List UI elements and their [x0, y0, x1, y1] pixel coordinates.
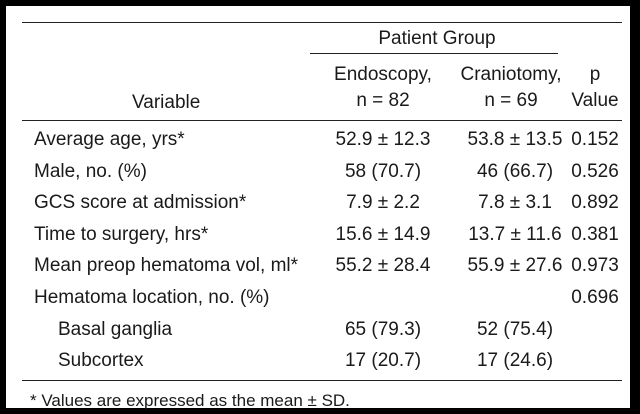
endoscopy-header-line1: Endoscopy,	[334, 64, 432, 85]
craniotomy-cell: 13.7 ± 11.6	[468, 223, 562, 245]
patient-group-header: Patient Group	[378, 28, 496, 49]
craniotomy-header-line2: n = 69	[484, 90, 538, 111]
bottom-rule	[22, 380, 622, 381]
p-value-cell: 0.892	[571, 192, 619, 214]
variable-cell: Hematoma location, no. (%)	[34, 287, 270, 308]
p-value-cell: 0.526	[571, 160, 619, 182]
variable-cell: Time to surgery, hrs*	[34, 223, 209, 245]
endoscopy-cell: 55.2 ± 28.4	[335, 255, 431, 277]
group-underline	[310, 53, 558, 54]
endoscopy-header-line2: n = 82	[356, 90, 410, 111]
header-rule	[22, 120, 622, 121]
table-row: Hematoma location, no. (%) 0.696	[22, 282, 622, 314]
craniotomy-cell: 46 (66.7)	[476, 160, 554, 182]
craniotomy-cell: 17 (24.6)	[476, 350, 554, 372]
variable-cell: Basal ganglia	[58, 318, 173, 340]
endoscopy-cell: 52.9 ± 12.3	[335, 129, 431, 150]
endoscopy-cell: 7.9 ± 2.2	[346, 192, 420, 214]
endoscopy-cell: 65 (79.3)	[344, 318, 422, 340]
variable-cell: GCS score at admission*	[34, 192, 247, 214]
table-row: Basal ganglia 65 (79.3) 52 (75.4)	[22, 314, 622, 346]
endoscopy-cell: 15.6 ± 14.9	[335, 223, 431, 245]
top-rule	[22, 22, 622, 23]
craniotomy-cell: 55.9 ± 27.6	[467, 255, 563, 277]
variable-cell: Mean preop hematoma vol, ml*	[34, 255, 299, 277]
table-body: Average age, yrs* 52.9 ± 12.3 53.8 ± 13.5 0…	[22, 124, 622, 384]
table-row: Male, no. (%) 58 (70.7) 46 (66.7) 0.526	[22, 156, 622, 188]
table-row: Average age, yrs* 52.9 ± 12.3 53.8 ± 13.5 0…	[22, 124, 622, 156]
variable-header: Variable	[132, 92, 201, 113]
table-frame: Patient Group Variable Endoscopy, n = 82…	[4, 4, 632, 410]
table-row: Mean preop hematoma vol, ml* 55.2 ± 28.4 5…	[22, 250, 622, 282]
craniotomy-header-line1: Craniotomy,	[460, 64, 562, 85]
table-row: GCS score at admission* 7.9 ± 2.2 7.8 ± 3.…	[22, 187, 622, 219]
craniotomy-cell: 52 (75.4)	[476, 318, 554, 340]
p-value-cell: 0.152	[571, 129, 619, 150]
craniotomy-cell: 7.8 ± 3.1	[478, 192, 552, 214]
table-row: Time to surgery, hrs* 15.6 ± 14.9 13.7 ± 1…	[22, 219, 622, 251]
p-value-cell: 0.696	[571, 287, 619, 308]
variable-cell: Average age, yrs*	[34, 129, 185, 150]
craniotomy-cell: 53.8 ± 13.5	[467, 129, 563, 150]
p-value-cell: 0.381	[571, 223, 619, 245]
footnote: * Values are expressed as the mean ± SD.	[30, 391, 350, 410]
p-value-cell: 0.973	[571, 255, 619, 277]
p-value-header-line1: p	[589, 64, 601, 85]
variable-cell: Male, no. (%)	[34, 160, 147, 182]
variable-cell: Subcortex	[58, 350, 144, 372]
endoscopy-cell: 58 (70.7)	[344, 160, 422, 182]
endoscopy-cell: 17 (20.7)	[344, 350, 422, 372]
p-value-header-line2: Value	[571, 90, 619, 111]
table-row: Subcortex 17 (20.7) 17 (24.6)	[22, 345, 622, 377]
